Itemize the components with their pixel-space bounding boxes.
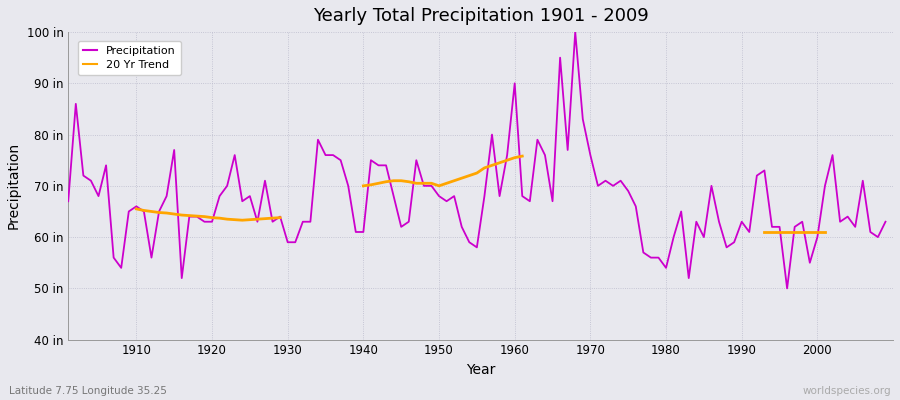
- Text: Latitude 7.75 Longitude 35.25: Latitude 7.75 Longitude 35.25: [9, 386, 166, 396]
- Title: Yearly Total Precipitation 1901 - 2009: Yearly Total Precipitation 1901 - 2009: [313, 7, 649, 25]
- Y-axis label: Precipitation: Precipitation: [7, 142, 21, 230]
- Legend: Precipitation, 20 Yr Trend: Precipitation, 20 Yr Trend: [78, 41, 181, 75]
- X-axis label: Year: Year: [466, 363, 495, 377]
- Text: worldspecies.org: worldspecies.org: [803, 386, 891, 396]
